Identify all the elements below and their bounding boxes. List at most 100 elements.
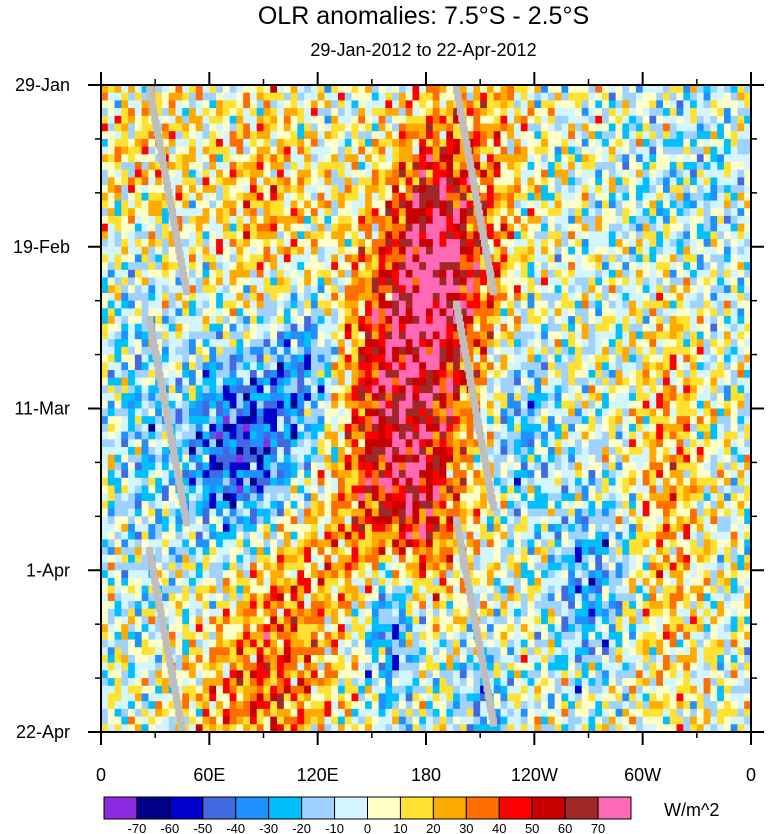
- field-cell: [656, 154, 664, 163]
- field-cell: [365, 316, 373, 325]
- field-cell: [690, 269, 698, 279]
- field-cell: [507, 92, 515, 101]
- field-cell: [168, 146, 177, 155]
- field-cell: [189, 470, 197, 479]
- field-cell: [717, 215, 725, 225]
- field-cell: [696, 470, 705, 479]
- field-cell: [486, 308, 495, 317]
- field-cell: [371, 254, 380, 263]
- field-cell: [629, 146, 637, 155]
- field-cell: [602, 300, 610, 309]
- field-cell: [229, 416, 238, 425]
- field-cell: [602, 277, 610, 286]
- field-cell: [602, 462, 610, 471]
- field-cell: [141, 323, 149, 333]
- field-cell: [358, 447, 366, 456]
- field-cell: [723, 169, 732, 179]
- field-cell: [676, 346, 684, 356]
- field-cell: [358, 100, 366, 109]
- field-cell: [534, 346, 542, 356]
- field-cell: [568, 277, 576, 286]
- field-cell: [310, 454, 319, 464]
- field-cell: [602, 108, 610, 117]
- field-cell: [730, 215, 739, 225]
- field-cell: [182, 177, 190, 186]
- field-cell: [155, 177, 163, 186]
- field-cell: [310, 300, 319, 309]
- field-cell: [459, 92, 468, 101]
- field-cell: [514, 123, 522, 132]
- field-cell: [629, 85, 637, 94]
- field-cell: [256, 308, 265, 317]
- field-cell: [398, 246, 407, 256]
- field-cell: [473, 362, 481, 371]
- field-cell: [581, 308, 590, 317]
- field-cell: [101, 162, 109, 171]
- field-cell: [466, 254, 474, 263]
- field-cell: [385, 169, 393, 179]
- field-cell: [595, 108, 603, 117]
- field-cell: [547, 454, 556, 464]
- field-cell: [398, 385, 407, 394]
- field-cell: [243, 262, 251, 271]
- field-cell: [662, 292, 671, 302]
- field-cell: [358, 277, 366, 286]
- field-cell: [344, 146, 353, 155]
- field-cell: [662, 108, 671, 117]
- field-cell: [514, 269, 522, 279]
- field-cell: [209, 223, 217, 232]
- field-cell: [324, 108, 332, 117]
- field-cell: [277, 215, 285, 225]
- field-cell: [649, 192, 657, 202]
- field-cell: [459, 385, 468, 394]
- field-cell: [277, 385, 285, 394]
- field-cell: [574, 215, 583, 225]
- field-cell: [107, 362, 116, 371]
- field-cell: [446, 308, 454, 317]
- field-cell: [263, 447, 271, 456]
- field-cell: [385, 115, 393, 125]
- field-cell: [446, 138, 454, 148]
- field-cell: [527, 447, 535, 456]
- field-cell: [432, 316, 441, 325]
- field-cell: [351, 400, 359, 410]
- field-cell: [121, 439, 129, 448]
- field-cell: [351, 131, 359, 140]
- field-cell: [568, 470, 576, 479]
- field-cell: [107, 485, 116, 494]
- field-cell: [622, 354, 630, 363]
- field-cell: [561, 215, 569, 225]
- field-cell: [534, 408, 542, 417]
- field-cell: [676, 262, 684, 271]
- field-cell: [392, 246, 400, 256]
- field-cell: [189, 108, 197, 117]
- field-cell: [317, 308, 326, 317]
- field-cell: [453, 408, 461, 417]
- field-cell: [161, 339, 170, 348]
- field-cell: [649, 346, 657, 356]
- field-cell: [297, 369, 305, 379]
- field-cell: [676, 331, 684, 340]
- field-cell: [629, 200, 637, 209]
- field-cell: [703, 146, 711, 155]
- field-cell: [128, 215, 136, 225]
- field-cell: [249, 285, 258, 294]
- field-cell: [317, 393, 326, 402]
- field-cell: [730, 377, 739, 386]
- field-cell: [717, 439, 725, 448]
- field-cell: [189, 246, 197, 256]
- field-cell: [189, 423, 197, 433]
- field-cell: [615, 447, 623, 456]
- field-cell: [419, 439, 427, 448]
- field-cell: [195, 470, 204, 479]
- field-cell: [574, 292, 583, 302]
- field-cell: [568, 262, 576, 271]
- field-cell: [432, 277, 441, 286]
- field-cell: [568, 285, 576, 294]
- field-cell: [703, 192, 711, 202]
- field-cell: [209, 108, 217, 117]
- field-cell: [236, 138, 244, 148]
- field-cell: [588, 431, 596, 440]
- field-cell: [723, 185, 732, 194]
- field-cell: [222, 331, 231, 340]
